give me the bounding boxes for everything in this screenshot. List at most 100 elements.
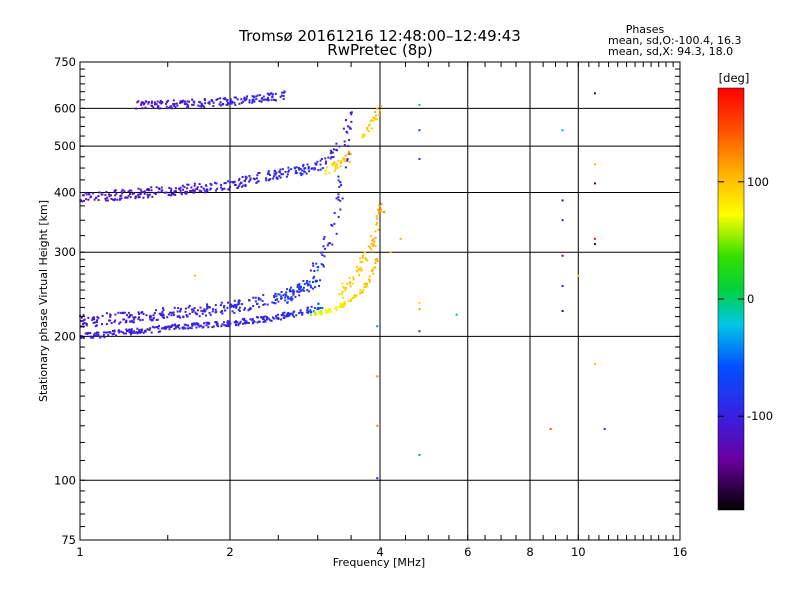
data-point	[93, 198, 96, 201]
data-point	[136, 332, 139, 335]
data-point	[346, 158, 349, 161]
data-point	[343, 140, 346, 143]
data-point	[319, 279, 322, 282]
data-point	[162, 307, 165, 310]
phase-info-line2: mean, sd,X: 94.3, 18.0	[608, 45, 733, 58]
data-point	[376, 325, 379, 328]
data-point	[214, 304, 217, 307]
data-point	[84, 332, 87, 335]
data-point	[303, 170, 306, 173]
data-point	[267, 170, 270, 173]
data-point	[321, 254, 324, 257]
data-point	[244, 307, 247, 310]
data-point	[132, 330, 135, 333]
data-point	[348, 126, 351, 129]
data-point	[165, 191, 168, 194]
data-point	[262, 316, 265, 319]
data-point	[139, 188, 142, 191]
data-point	[129, 331, 132, 334]
data-point	[303, 289, 306, 292]
data-point	[171, 324, 174, 327]
data-point	[301, 311, 304, 314]
data-point	[84, 322, 87, 325]
data-point	[308, 290, 311, 293]
data-point	[133, 331, 136, 334]
data-point	[368, 280, 371, 283]
data-point	[361, 133, 364, 136]
data-point	[203, 105, 206, 108]
data-point	[219, 101, 222, 104]
data-point	[293, 310, 296, 313]
data-point	[204, 99, 207, 102]
data-point	[206, 304, 209, 307]
data-point	[352, 278, 355, 281]
data-point	[380, 203, 383, 206]
data-point	[251, 318, 254, 321]
data-point	[277, 300, 280, 303]
data-point	[322, 265, 325, 268]
data-point	[240, 303, 243, 306]
data-point	[374, 118, 377, 121]
data-point	[191, 103, 194, 106]
data-point	[299, 288, 302, 291]
data-point	[233, 303, 236, 306]
data-point	[344, 119, 347, 122]
data-point	[172, 311, 175, 314]
data-point	[94, 321, 97, 324]
data-point	[280, 318, 283, 321]
data-point	[303, 167, 306, 170]
data-point	[237, 324, 240, 327]
data-point	[121, 331, 124, 334]
data-point	[237, 185, 240, 188]
data-point	[133, 192, 136, 195]
data-point	[374, 236, 377, 239]
data-point	[301, 313, 304, 316]
data-point	[326, 244, 329, 247]
data-point	[294, 170, 297, 173]
data-point	[261, 317, 264, 320]
data-point	[141, 311, 144, 314]
data-point	[173, 327, 176, 330]
data-point	[290, 312, 293, 315]
data-point	[337, 175, 340, 178]
data-point	[376, 375, 379, 378]
data-point	[332, 148, 335, 151]
data-point	[290, 290, 293, 293]
data-point	[136, 327, 139, 330]
data-point	[89, 332, 92, 335]
data-point	[150, 101, 153, 104]
data-point	[190, 189, 193, 192]
data-point	[214, 311, 217, 314]
data-point	[348, 139, 351, 142]
data-point	[355, 294, 358, 297]
data-point	[149, 314, 152, 317]
data-point	[337, 159, 340, 162]
data-point	[123, 190, 126, 193]
data-point	[283, 311, 286, 314]
data-point	[364, 257, 367, 260]
data-point	[382, 210, 385, 213]
data-point	[224, 181, 227, 184]
data-point	[603, 428, 606, 431]
data-point	[127, 311, 130, 314]
data-point	[593, 163, 596, 166]
colorbar-label: [deg]	[719, 71, 750, 85]
data-point	[306, 309, 309, 312]
data-point	[373, 240, 376, 243]
data-point	[179, 186, 182, 189]
data-point	[349, 281, 352, 284]
x-axis-ticks: 1 2 4 6 8 10 16	[76, 62, 687, 559]
data-point	[109, 319, 112, 322]
data-point	[218, 103, 221, 106]
data-point	[379, 208, 382, 211]
data-point	[363, 251, 366, 254]
data-point	[97, 195, 100, 198]
data-point	[329, 152, 332, 155]
data-point	[273, 170, 276, 173]
data-point	[162, 326, 165, 329]
data-point	[261, 97, 264, 100]
data-point	[368, 124, 371, 127]
data-point	[252, 305, 255, 308]
data-point	[97, 317, 100, 320]
data-point	[188, 312, 191, 315]
